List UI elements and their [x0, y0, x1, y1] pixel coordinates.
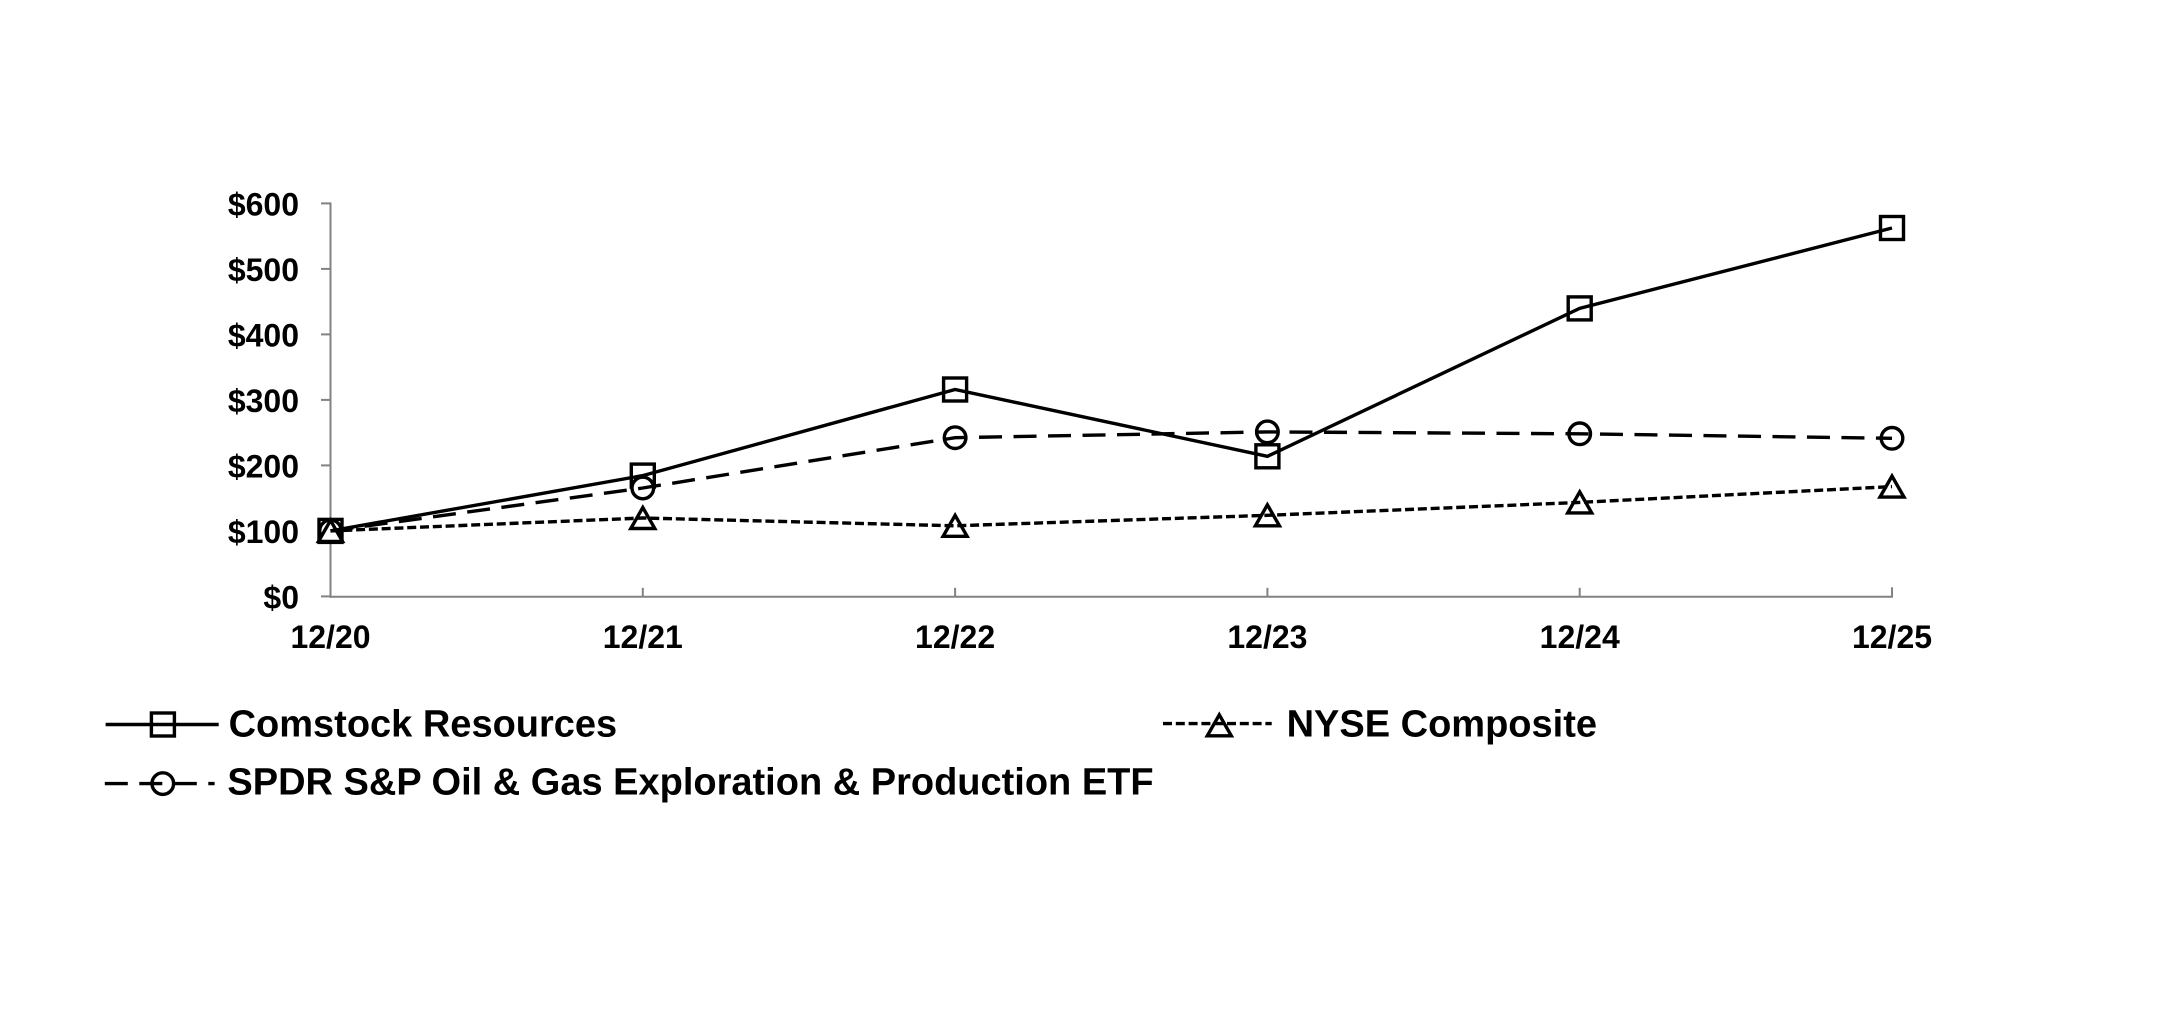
svg-text:$0: $0 — [263, 579, 299, 615]
svg-text:12/23: 12/23 — [1227, 619, 1307, 655]
svg-text:NYSE Composite: NYSE Composite — [1287, 704, 1597, 746]
svg-text:12/25: 12/25 — [1852, 619, 1932, 655]
svg-text:$100: $100 — [228, 514, 299, 550]
svg-text:12/24: 12/24 — [1540, 619, 1620, 655]
svg-text:$500: $500 — [228, 252, 299, 288]
svg-text:$400: $400 — [228, 317, 299, 353]
svg-text:Comstock Resources: Comstock Resources — [229, 704, 618, 746]
svg-text:12/21: 12/21 — [603, 619, 683, 655]
svg-text:$200: $200 — [228, 448, 299, 484]
svg-text:SPDR S&P Oil & Gas Exploration: SPDR S&P Oil & Gas Exploration & Product… — [227, 762, 1153, 804]
svg-text:12/22: 12/22 — [915, 619, 995, 655]
svg-text:$600: $600 — [228, 186, 299, 222]
svg-text:$300: $300 — [228, 383, 299, 419]
svg-text:12/20: 12/20 — [290, 619, 370, 655]
